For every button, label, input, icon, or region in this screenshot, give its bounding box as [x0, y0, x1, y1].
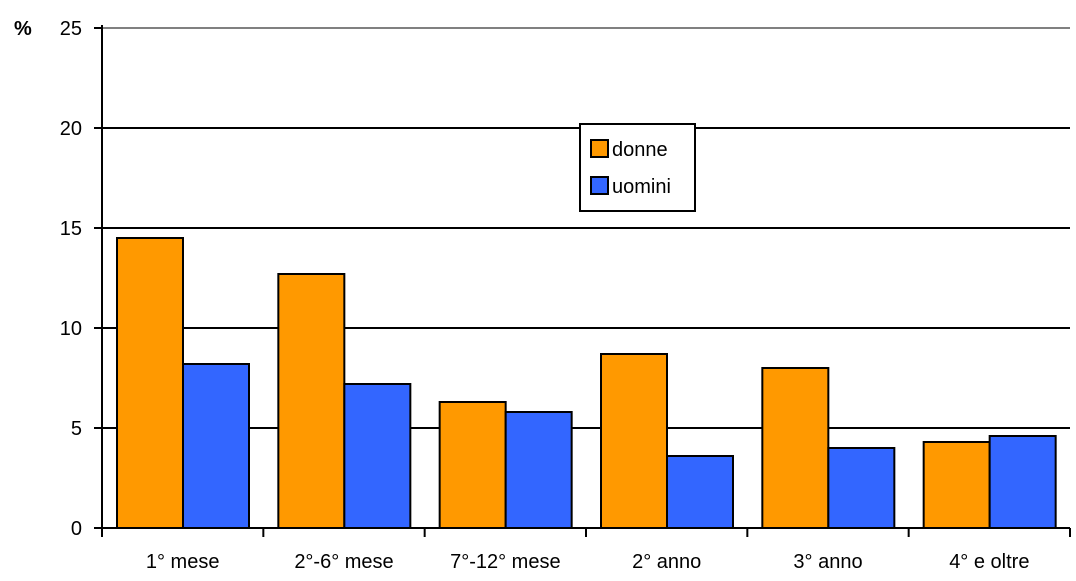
bar-donne	[277, 273, 346, 529]
legend-swatch-uomini	[590, 176, 609, 195]
bar-donne	[116, 237, 184, 529]
y-tick-label: 0	[71, 518, 82, 540]
bar-uomini	[182, 363, 250, 529]
x-tick-label: 7°-12° mese	[450, 551, 561, 573]
legend-swatch-donne	[590, 139, 609, 158]
y-tick-label: 15	[60, 218, 82, 240]
x-tick-label: 1° mese	[146, 551, 220, 573]
bar-uomini	[988, 435, 1057, 529]
y-axis-ticks: 0 5 10 15 20 25	[60, 18, 102, 540]
y-tick-label: 5	[71, 418, 82, 440]
legend-box	[579, 123, 696, 212]
bar-uomini	[666, 455, 734, 529]
bar-donne	[761, 367, 830, 529]
x-axis-ticks: 1° mese 2°-6° mese 7°-12° mese 2° anno 3° an…	[101, 528, 1071, 573]
bars	[116, 237, 1057, 529]
x-tick-label: 4° e oltre	[949, 551, 1029, 573]
bar-uomini	[504, 411, 573, 529]
x-tick-label: 3° anno	[793, 551, 862, 573]
bar-donne	[438, 401, 507, 529]
x-tick-label: 2° anno	[632, 551, 701, 573]
y-tick-label: 25	[60, 18, 82, 40]
bar-uomini	[343, 383, 412, 529]
bar-uomini	[827, 447, 896, 529]
x-tick-label: 2°-6° mese	[294, 551, 393, 573]
y-tick-label: 20	[60, 118, 82, 140]
y-tick-label: 10	[60, 318, 82, 340]
legend-label-uomini: uomini	[612, 176, 671, 198]
y-axis-unit-label: %	[14, 18, 32, 40]
bar-donne	[600, 353, 668, 529]
grid-lines	[102, 27, 1070, 429]
axes	[94, 25, 1070, 529]
legend-label-donne: donne	[612, 139, 668, 161]
legend: donne uomini	[579, 123, 696, 212]
bar-donne	[922, 441, 991, 529]
